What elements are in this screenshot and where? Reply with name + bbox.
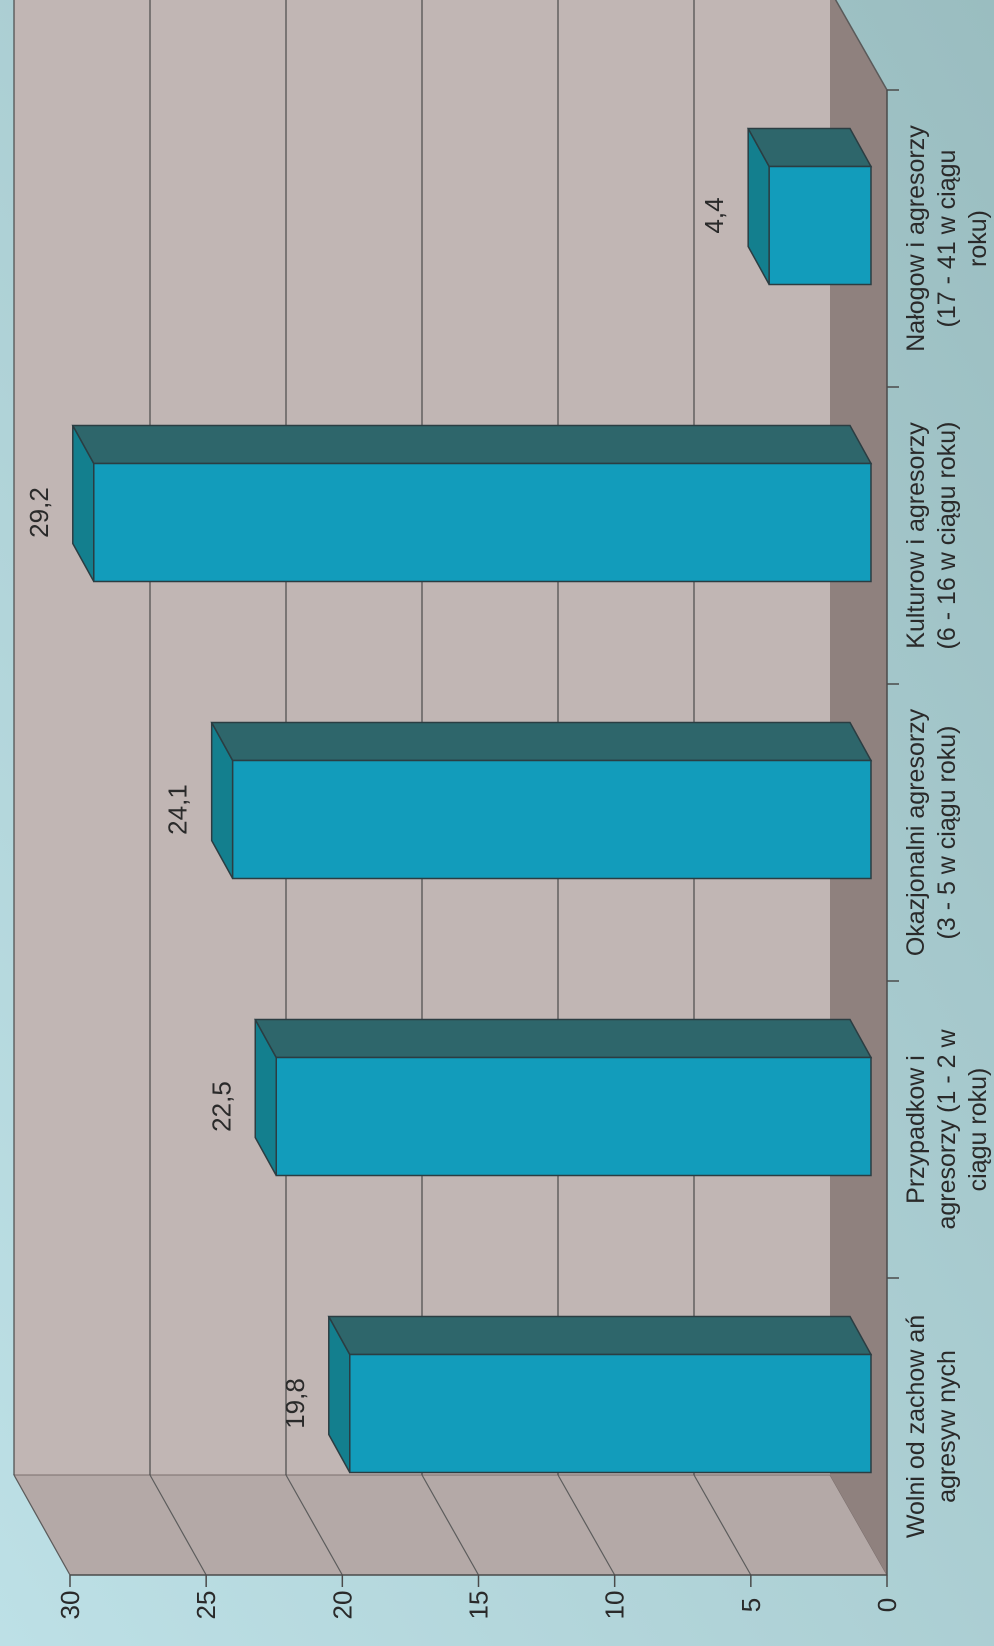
data-label: 24,1 <box>163 784 193 835</box>
category-label: Kulturow i agresorzy (6 - 16 w ciągu roku… <box>902 422 961 650</box>
tick-label: 5 <box>736 1598 766 1612</box>
tick-label: 25 <box>191 1591 221 1620</box>
gridline-side <box>285 1474 343 1576</box>
bar <box>231 759 872 880</box>
category-label-line: Przypadkow i <box>902 1055 930 1204</box>
tick-label: 15 <box>464 1591 494 1620</box>
tick-label: 30 <box>55 1591 85 1620</box>
gridline-side <box>557 1474 616 1576</box>
bar-top <box>210 721 873 762</box>
tick-label: 20 <box>327 1591 357 1620</box>
bar-top <box>253 1018 873 1059</box>
category-label: Nałogow i agresorzy (17 - 41 w ciągu roku) <box>902 125 992 352</box>
category-label-line: agresyw nych <box>933 1350 961 1503</box>
bar <box>275 1056 872 1177</box>
bar-top <box>327 1315 873 1356</box>
category-label-line: ciągu roku) <box>964 1068 992 1192</box>
category-label: Wolni od zachow ań agresyw nych <box>902 1315 961 1538</box>
bar-top <box>71 424 873 465</box>
data-label: 4,4 <box>699 197 729 233</box>
tick-label: 0 <box>872 1598 902 1612</box>
category-label: Okazjonalni agresorzy (3 - 5 w ciągu roku… <box>902 708 961 956</box>
category-label-line: Okazjonalni agresorzy <box>902 708 930 956</box>
category-label-line: Nałogow i agresorzy <box>902 125 930 352</box>
category-label: Przypadkow i agresorzy (1 - 2 w ciągu roku… <box>902 1029 992 1230</box>
category-label-line: (17 - 41 w ciągu <box>933 150 961 328</box>
category-label-line: (6 - 16 w ciągu roku) <box>933 422 961 650</box>
gridline-side <box>693 1474 752 1576</box>
data-label: 22,5 <box>206 1081 236 1132</box>
category-label-line: Kulturow i agresorzy <box>902 422 930 649</box>
data-label: 19,8 <box>280 1378 310 1429</box>
category-label-line: roku) <box>964 210 992 267</box>
gridline-side <box>13 1474 71 1576</box>
bar <box>93 462 872 583</box>
bar-top <box>746 127 873 168</box>
gridline-side <box>421 1474 480 1576</box>
gridline-side <box>149 1474 207 1576</box>
category-label-line: agresorzy (1 - 2 w <box>933 1029 961 1230</box>
floor-edge <box>834 0 888 91</box>
bar <box>768 165 872 286</box>
category-label-line: Wolni od zachow ań <box>902 1315 930 1538</box>
category-label-line: (3 - 5 w ciągu roku) <box>933 726 961 940</box>
data-label: 29,2 <box>24 487 54 538</box>
tick-label: 10 <box>600 1591 630 1620</box>
bar <box>349 1353 872 1474</box>
